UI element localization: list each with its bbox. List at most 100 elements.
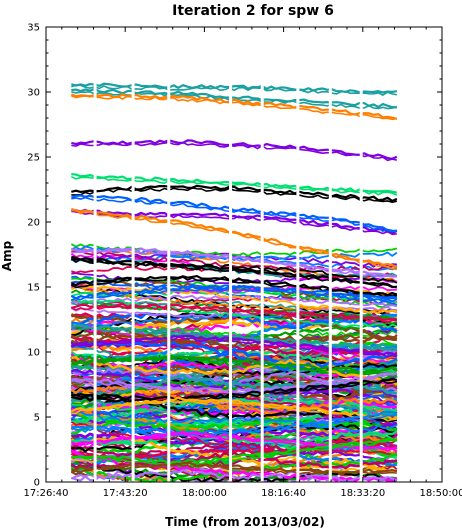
mid-band-series-line [71, 251, 397, 269]
series-11-line [70, 274, 398, 297]
x-tick-label: 18:00:00 [182, 488, 227, 499]
series-19-line [70, 396, 398, 421]
scan-gap [296, 66, 300, 482]
filler-series [71, 469, 398, 483]
filler-series-line [70, 421, 397, 456]
filler-series-line [71, 469, 398, 483]
series-1 [71, 87, 397, 109]
series-2-dup [71, 94, 397, 121]
y-tick-label: 15 [27, 283, 40, 294]
mid-band-series [71, 251, 397, 269]
series-7-line [70, 194, 398, 233]
plot-frame [45, 26, 443, 483]
filler-series [70, 373, 398, 404]
x-tick-label: 18:50:00 [420, 488, 462, 499]
series-12-dup-line [71, 287, 398, 303]
series-19-dup-line [71, 399, 397, 422]
data-layer [70, 82, 398, 483]
series-8 [70, 207, 398, 269]
scan-gap [359, 66, 363, 482]
x-tick-label: 17:43:20 [103, 488, 148, 499]
scan-gap [167, 66, 171, 482]
scan-gap [260, 66, 264, 482]
x-axis: 17:26:40 17:43:20 18:00:00 18:16:40 18:33:20… [24, 27, 462, 499]
series-6 [71, 208, 398, 235]
x-tick-label: 18:16:40 [261, 488, 306, 499]
series-17-line [71, 372, 398, 394]
series-20 [71, 410, 398, 435]
mid-band-series [71, 297, 398, 329]
mid-band-series [71, 284, 398, 314]
series-2-line [70, 93, 398, 120]
series-23-line [71, 461, 398, 474]
series-8-dup [71, 209, 397, 271]
chart-title: Iteration 2 for spw 6 [172, 3, 334, 19]
mid-band-series-line [71, 297, 398, 329]
filler-series-line [70, 325, 398, 365]
series-5-dup-line [71, 187, 398, 204]
series-17 [71, 372, 398, 394]
series-16-dup-line [71, 357, 398, 378]
series-23-dup-line [71, 463, 397, 476]
y-tick-label: 30 [27, 88, 40, 99]
filler-series [70, 398, 397, 416]
series-10 [71, 255, 397, 289]
filler-series-line [71, 355, 398, 386]
series-22-dup-line [71, 439, 397, 467]
series-11-dup [70, 276, 397, 298]
series-4-dup-line [70, 175, 398, 196]
series-3-dup-line [71, 141, 398, 162]
series-0-dup [71, 84, 398, 96]
series-1-line [71, 87, 397, 109]
series-11 [70, 274, 398, 297]
series-7-dup [71, 196, 398, 233]
series-0-dup-line [71, 84, 398, 96]
series-4-dup [70, 175, 398, 196]
series-10-dup-line [71, 258, 398, 289]
series-16-dup [71, 357, 398, 378]
series-15-dup-line [71, 336, 398, 358]
x-tick-label: 17:26:40 [24, 488, 69, 499]
filler-series-line [70, 438, 398, 462]
scan-gap [229, 66, 233, 482]
filler-series [70, 421, 397, 456]
x-tick-label: 18:33:20 [340, 488, 385, 499]
series-4-line [71, 173, 398, 194]
filler-series [71, 410, 398, 433]
series-11-dup-line [70, 276, 397, 298]
series-20-line [71, 410, 398, 435]
series-8-dup-line [71, 209, 397, 271]
series-23 [71, 461, 398, 474]
filler-series-line [71, 410, 398, 433]
series-22-dup [71, 439, 397, 467]
x-axis-label: Time (from 2013/03/02) [165, 515, 325, 529]
mid-band-series-line [71, 284, 398, 314]
filler-series [71, 355, 398, 386]
series-18-dup-line [71, 380, 398, 403]
series-8-line [70, 207, 398, 269]
mid-band-series-line [70, 286, 397, 315]
series-7 [70, 194, 398, 233]
series-2-dup-line [71, 94, 397, 121]
y-tick-label: 10 [27, 348, 40, 359]
series-15-dup [71, 336, 398, 358]
series-13-dup-line [70, 305, 397, 323]
series-3 [71, 139, 398, 160]
series-13-dup [70, 305, 397, 323]
series-7-dup-line [71, 196, 398, 233]
filler-series [71, 403, 397, 441]
y-tick-label: 20 [27, 218, 40, 229]
y-axis-label: Amp [0, 240, 14, 271]
scan-gap [131, 66, 135, 482]
series-12 [70, 284, 398, 300]
series-18-dup [71, 380, 398, 403]
filler-series [70, 438, 398, 462]
series-19-dup [71, 399, 397, 422]
series-9-dup [71, 249, 397, 278]
series-21-dup [71, 432, 398, 453]
mid-band-series-line [71, 280, 398, 306]
series-6-line [71, 208, 398, 235]
scan-gap [328, 66, 332, 482]
filler-series-line [71, 403, 397, 441]
